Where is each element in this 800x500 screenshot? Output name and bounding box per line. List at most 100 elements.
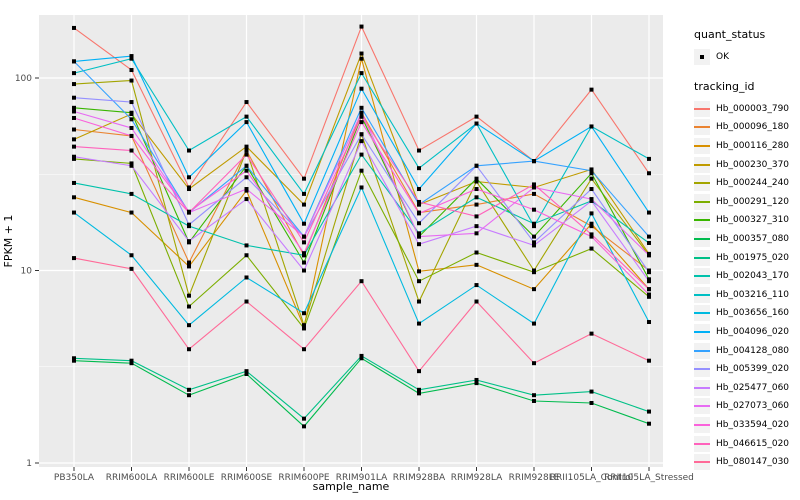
data-point: [72, 115, 76, 120]
data-point: [359, 356, 364, 361]
x-tick-label: RRIM600LE: [164, 473, 215, 483]
x-tick-label: PB350LA: [54, 473, 95, 483]
data-point: [72, 71, 76, 76]
legend-key: [694, 49, 710, 66]
legend-section-quant-status: quant_status OK: [694, 28, 800, 67]
legend-item-Hb_046615_020: Hb_046615_020: [694, 434, 800, 453]
line-swatch-icon: [694, 312, 710, 315]
data-point: [187, 293, 191, 298]
legend-key: [694, 231, 710, 248]
data-point: [187, 323, 191, 328]
x-tick-label: RRIM928LA: [451, 473, 503, 483]
data-point: [72, 127, 76, 132]
data-point: [589, 234, 594, 239]
x-tick-label: RRIM928BA: [393, 473, 446, 483]
data-point: [302, 311, 306, 316]
data-point: [474, 283, 479, 288]
data-point: [244, 187, 249, 192]
data-point: [302, 234, 306, 239]
data-point: [302, 176, 306, 181]
data-point: [129, 161, 134, 166]
line-swatch-icon: [694, 349, 710, 352]
data-point: [647, 240, 651, 245]
line-swatch-icon: [694, 126, 710, 129]
data-point: [417, 387, 421, 392]
data-point: [359, 110, 364, 115]
legend-key: [694, 212, 710, 229]
line-swatch-icon: [694, 293, 710, 296]
data-point: [589, 221, 594, 226]
legend-label: Hb_080147_030: [716, 457, 790, 468]
data-point: [129, 133, 134, 138]
data-point: [474, 176, 479, 181]
line-swatch-icon: [694, 107, 710, 110]
data-point: [589, 224, 594, 229]
data-point: [129, 361, 134, 366]
data-point: [72, 144, 76, 149]
x-tick-label: RRIM600PE: [278, 473, 330, 483]
legend-key: [694, 379, 710, 396]
legend-item-Hb_004096_020: Hb_004096_020: [694, 323, 800, 342]
data-point: [532, 221, 536, 226]
x-tick-label: RRIM901LA: [336, 473, 388, 483]
data-point: [647, 320, 651, 325]
data-point: [589, 197, 594, 202]
legend-item-Hb_005399_020: Hb_005399_020: [694, 360, 800, 379]
line-swatch-icon: [694, 275, 710, 278]
data-point: [589, 176, 594, 181]
data-point: [417, 279, 421, 284]
data-point: [244, 243, 249, 248]
data-point: [474, 179, 479, 184]
data-point: [244, 299, 249, 304]
data-point: [532, 185, 536, 190]
data-point: [417, 369, 421, 374]
data-point: [72, 156, 76, 161]
legend-label: Hb_000244_240: [716, 178, 790, 189]
data-point: [589, 87, 594, 92]
data-point: [589, 400, 594, 405]
data-point: [532, 182, 536, 187]
line-swatch-icon: [694, 331, 710, 334]
data-point: [187, 347, 191, 352]
data-point: [532, 270, 536, 275]
data-point: [187, 264, 191, 269]
legend-label: Hb_000116_280: [716, 141, 790, 152]
data-point: [647, 171, 651, 176]
data-point: [302, 202, 306, 207]
line-swatch-icon: [694, 163, 710, 166]
legend-label: Hb_046615_020: [716, 438, 790, 449]
data-point: [187, 175, 191, 180]
data-point: [129, 210, 134, 215]
legend-label: Hb_001975_020: [716, 252, 790, 263]
data-point: [359, 105, 364, 110]
data-point: [589, 331, 594, 336]
legend-key: [694, 119, 710, 136]
data-point: [532, 321, 536, 326]
legend-key: [694, 454, 710, 471]
legend-key: [694, 156, 710, 173]
data-point: [589, 232, 594, 237]
data-point: [244, 163, 249, 168]
data-point: [72, 137, 76, 142]
legend-label: Hb_000096_180: [716, 122, 790, 133]
line-swatch-icon: [694, 368, 710, 371]
legend-item-Hb_000244_240: Hb_000244_240: [694, 174, 800, 193]
x-tick-label: RRIM600LA: [106, 473, 158, 483]
data-point: [474, 121, 479, 126]
legend-label: Hb_000291_120: [716, 196, 790, 207]
data-point: [187, 210, 191, 215]
data-point: [589, 389, 594, 394]
data-point: [417, 199, 421, 204]
data-point: [302, 240, 306, 245]
data-point: [647, 292, 651, 297]
data-point: [647, 421, 651, 426]
data-point: [359, 139, 364, 144]
legend-title-quant-status: quant_status: [694, 28, 766, 41]
data-point: [244, 144, 249, 149]
line-swatch-icon: [694, 442, 710, 445]
data-point: [72, 95, 76, 100]
legend-item-Hb_001975_020: Hb_001975_020: [694, 248, 800, 267]
data-point: [244, 168, 249, 173]
legend-item-Hb_000291_120: Hb_000291_120: [694, 193, 800, 212]
data-point: [187, 387, 191, 392]
